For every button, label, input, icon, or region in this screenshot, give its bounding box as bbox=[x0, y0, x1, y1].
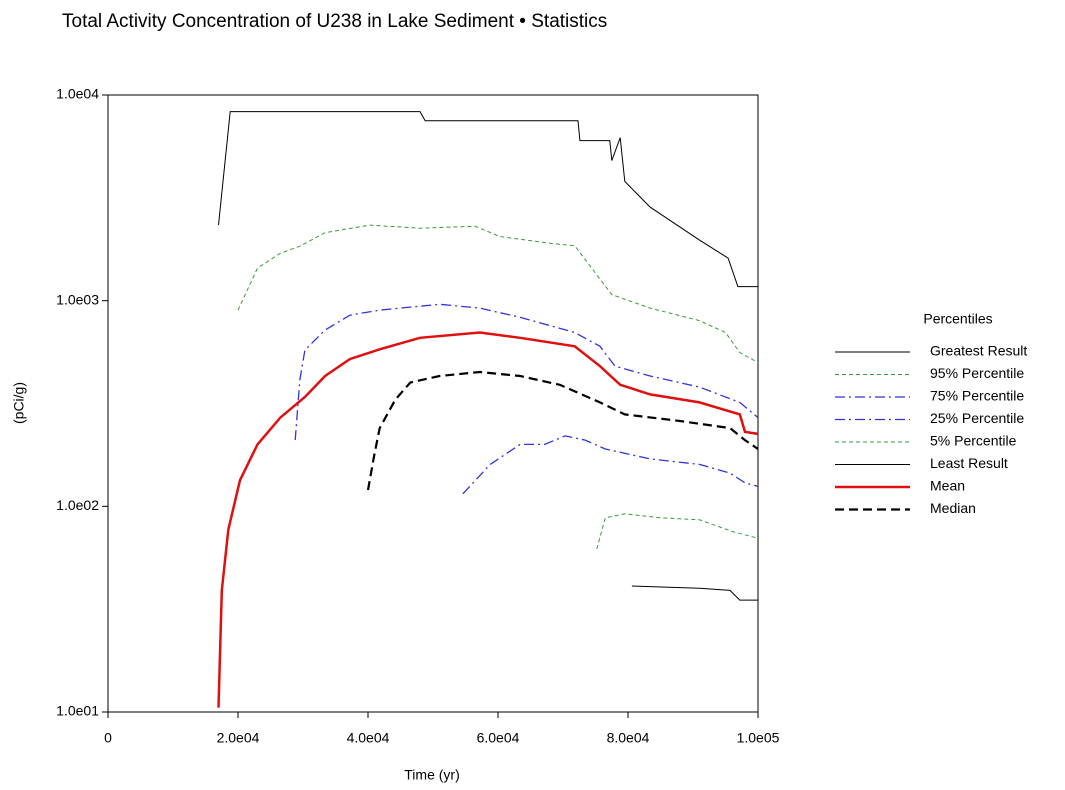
y-tick-label: 1.0e02 bbox=[56, 497, 99, 513]
legend-label: Mean bbox=[930, 478, 965, 494]
plot-frame bbox=[107, 94, 759, 713]
x-tick-label: 2.0e04 bbox=[217, 730, 260, 746]
x-tick-label: 8.0e04 bbox=[607, 730, 650, 746]
x-tick-label: 1.0e05 bbox=[737, 730, 780, 746]
series-line bbox=[631, 585, 758, 601]
series-line bbox=[596, 513, 759, 550]
y-tick-label: 1.0e01 bbox=[56, 703, 99, 719]
x-tick-label: 0 bbox=[104, 730, 112, 746]
chart-title: Total Activity Concentration of U238 in … bbox=[62, 11, 607, 32]
series-line bbox=[462, 435, 759, 495]
legend-label: 5% Percentile bbox=[930, 433, 1017, 449]
x-axis-label: Time (yr) bbox=[404, 767, 459, 783]
legend-label: Median bbox=[930, 500, 976, 516]
legend-label: 25% Percentile bbox=[930, 410, 1024, 426]
series-line bbox=[217, 331, 759, 708]
series-line bbox=[366, 370, 759, 491]
series-line bbox=[218, 111, 758, 288]
series-line bbox=[294, 303, 759, 441]
series-line bbox=[237, 224, 759, 364]
y-tick-label: 1.0e04 bbox=[56, 86, 99, 102]
y-axis-label: (pCi/g) bbox=[11, 382, 27, 424]
legend-label: 95% Percentile bbox=[930, 365, 1024, 381]
legend-label: Least Result bbox=[930, 455, 1008, 471]
legend-label: 75% Percentile bbox=[930, 388, 1024, 404]
legend-title: Percentiles bbox=[923, 311, 992, 327]
x-tick-label: 6.0e04 bbox=[477, 730, 520, 746]
legend-label: Greatest Result bbox=[930, 343, 1027, 359]
y-tick-label: 1.0e03 bbox=[56, 291, 99, 307]
x-tick-label: 4.0e04 bbox=[347, 730, 390, 746]
